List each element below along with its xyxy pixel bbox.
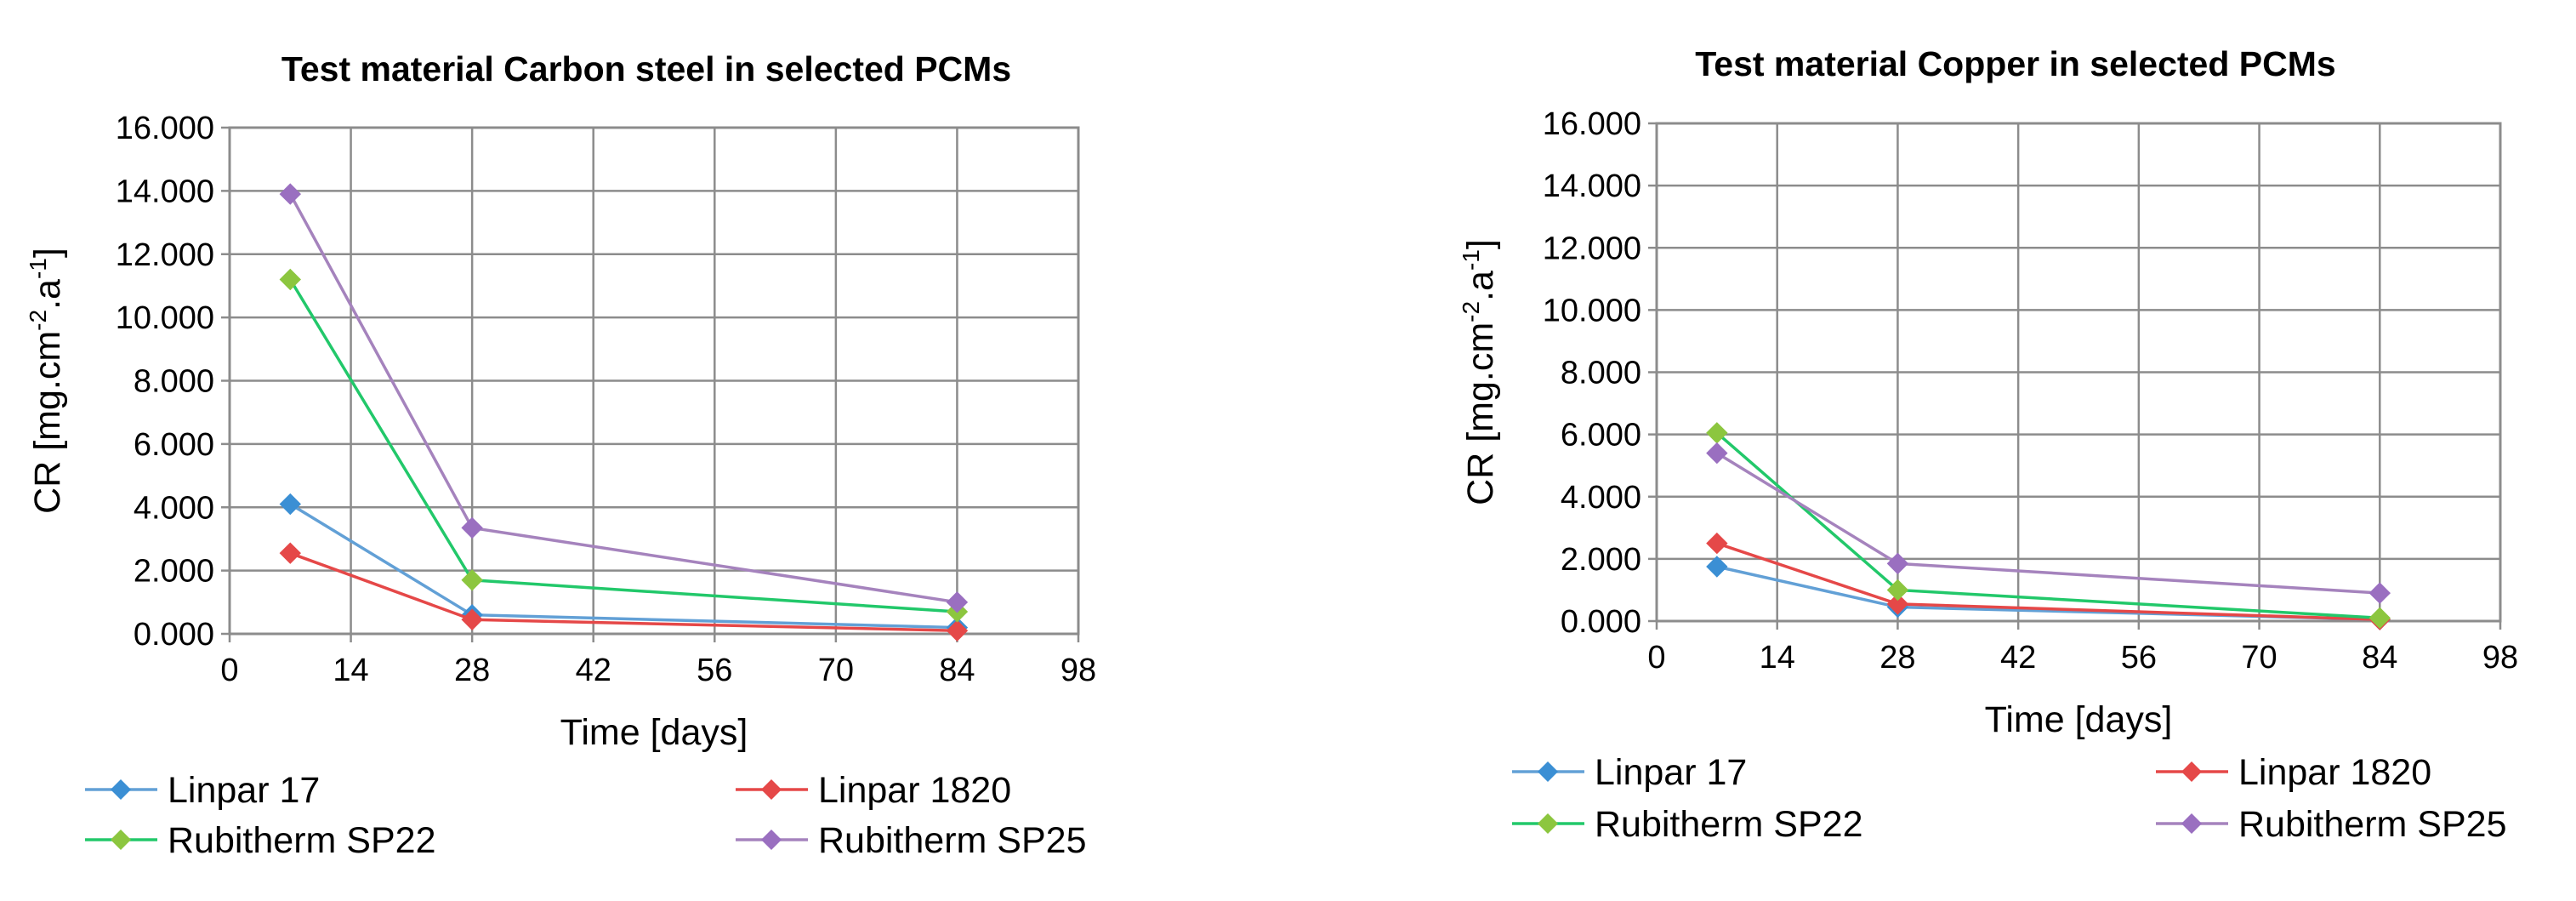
- x-tick-label: 56: [2121, 640, 2157, 676]
- legend-marker: [1538, 761, 1558, 782]
- legend-marker: [111, 779, 131, 800]
- legend-item: Rubitherm SP22: [1512, 804, 1863, 845]
- x-axis-label: Time [days]: [1985, 699, 2173, 740]
- legend-item: Linpar 1820: [2156, 752, 2431, 793]
- x-tick-label: 98: [1061, 653, 1096, 688]
- legend-item: Rubitherm SP25: [736, 820, 1087, 861]
- x-tick-label: 84: [2362, 640, 2397, 676]
- y-tick-label: 2.000: [1561, 542, 1641, 578]
- x-tick-label: 98: [2482, 640, 2518, 676]
- legend-marker: [1538, 813, 1558, 834]
- x-tick-label: 70: [2241, 640, 2277, 676]
- y-tick-label: 16.000: [1543, 106, 1641, 142]
- legend-marker: [761, 830, 782, 850]
- y-tick-label: 4.000: [1561, 480, 1641, 516]
- data-point: [1706, 532, 1728, 555]
- data-point: [279, 183, 301, 205]
- chart-panel-carbon-steel: Test material Carbon steel in selected P…: [0, 0, 1276, 901]
- data-point: [1886, 593, 1909, 615]
- data-point: [1886, 552, 1909, 575]
- data-point: [946, 591, 969, 613]
- data-point: [461, 516, 483, 539]
- data-point: [1886, 579, 1909, 602]
- x-tick-label: 14: [1760, 640, 1795, 676]
- y-tick-label: 14.000: [116, 174, 214, 209]
- legend-label: Rubitherm SP22: [1595, 804, 1863, 845]
- x-tick-label: 42: [576, 653, 611, 688]
- chart-panel-copper: Test material Copper in selected PCMs 0 1…: [1429, 0, 2576, 901]
- data-point: [2368, 607, 2391, 630]
- data-point: [946, 619, 969, 642]
- legend-marker: [761, 779, 782, 800]
- x-tick-label: 0: [1647, 640, 1665, 676]
- y-tick-label: 16.000: [116, 111, 214, 146]
- data-point: [279, 542, 301, 564]
- x-axis-label: Time [days]: [560, 712, 748, 753]
- data-point: [461, 569, 483, 591]
- legend-item: Rubitherm SP25: [2156, 804, 2507, 845]
- data-point: [279, 493, 301, 516]
- legend-item: Rubitherm SP22: [85, 820, 436, 861]
- y-tick-label: 14.000: [1543, 168, 1641, 204]
- y-tick-label: 0.000: [134, 617, 214, 653]
- x-tick-label: 42: [2000, 640, 2036, 676]
- y-axis-label: CR [mg.cm-2.a-1]: [25, 248, 68, 514]
- chart-carbon-steel: 0 14 28 42 56 70 84 98 0.000 2.000 4.000 6.000 8.000…: [25, 111, 1096, 861]
- x-tick-label: 28: [1879, 640, 1915, 676]
- x-tick-label: 56: [697, 653, 732, 688]
- chart-title: Test material Carbon steel in selected P…: [281, 49, 1012, 88]
- legend-item: Linpar 17: [1512, 752, 1747, 793]
- legend-marker: [2181, 761, 2202, 782]
- legend-marker: [111, 830, 131, 850]
- y-tick-label: 8.000: [1561, 356, 1641, 391]
- x-tick-label: 28: [454, 653, 490, 688]
- y-tick-label: 8.000: [134, 364, 214, 400]
- y-tick-label: 12.000: [116, 237, 214, 273]
- data-point: [1706, 442, 1728, 465]
- y-tick-label: 6.000: [134, 427, 214, 463]
- legend-label: Rubitherm SP25: [2238, 804, 2507, 845]
- y-tick-label: 4.000: [134, 490, 214, 526]
- chart-title: Test material Copper in selected PCMs: [1695, 44, 2336, 83]
- legend-label: Linpar 1820: [2238, 752, 2431, 793]
- y-tick-label: 0.000: [1561, 604, 1641, 640]
- legend-label: Linpar 17: [168, 770, 320, 811]
- legend-item: Linpar 1820: [736, 770, 1011, 811]
- legend-marker: [2181, 813, 2202, 834]
- x-tick-label: 0: [220, 653, 238, 688]
- data-point: [2368, 582, 2391, 604]
- data-point: [279, 268, 301, 291]
- legend-item: Linpar 17: [85, 770, 320, 811]
- y-tick-label: 12.000: [1543, 231, 1641, 266]
- x-tick-label: 70: [818, 653, 854, 688]
- y-tick-label: 10.000: [1543, 293, 1641, 328]
- data-point: [1706, 556, 1728, 578]
- legend-label: Linpar 17: [1595, 752, 1747, 793]
- y-tick-label: 2.000: [134, 554, 214, 590]
- legend-label: Rubitherm SP22: [168, 820, 436, 861]
- x-tick-label: 84: [939, 653, 975, 688]
- y-axis-label: CR [mg.cm-2.a-1]: [1458, 239, 1501, 505]
- x-tick-label: 14: [333, 653, 368, 688]
- legend-label: Rubitherm SP25: [818, 820, 1087, 861]
- data-point: [461, 608, 483, 630]
- y-tick-label: 6.000: [1561, 418, 1641, 453]
- chart-copper: 0 14 28 42 56 70 84 98 0.000 2.000 4.000 6.000 8.000…: [1458, 106, 2518, 845]
- y-tick-label: 10.000: [116, 300, 214, 336]
- legend-label: Linpar 1820: [818, 770, 1011, 811]
